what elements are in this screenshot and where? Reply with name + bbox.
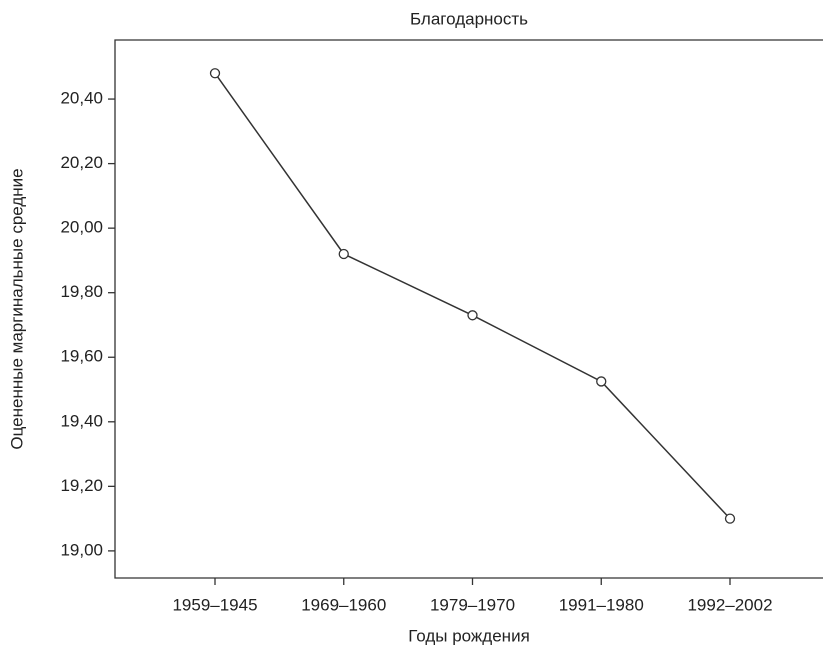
- y-tick-label: 20,00: [60, 218, 103, 237]
- point: [467, 310, 478, 321]
- x-axis-label: Годы рождения: [408, 626, 530, 645]
- y-tick-label: 19,00: [60, 540, 103, 559]
- y-axis-label: Оцененные маргинальные средние: [7, 168, 26, 449]
- x-tick-label: 1992–2002: [687, 595, 772, 614]
- y-tick-label: 19,80: [60, 282, 103, 301]
- y-tick-label: 19,40: [60, 411, 103, 430]
- chart-title: Благодарность: [410, 9, 528, 28]
- plot-frame: [114, 39, 823, 579]
- line: [214, 72, 731, 520]
- x-tick-label: 1969–1960: [301, 595, 386, 614]
- y-tick-label: 20,40: [60, 89, 103, 108]
- x-tick-label: 1991–1980: [559, 595, 644, 614]
- point: [596, 376, 607, 387]
- point: [209, 68, 221, 79]
- y-tick-label: 19,60: [60, 347, 103, 366]
- x-tick-label: 1979–1970: [430, 595, 515, 614]
- x-tick-label: 1959–1945: [172, 595, 257, 614]
- y-tick-label: 20,20: [60, 153, 103, 172]
- y-tick-label: 19,20: [60, 476, 103, 495]
- point: [724, 513, 736, 524]
- point: [338, 248, 349, 260]
